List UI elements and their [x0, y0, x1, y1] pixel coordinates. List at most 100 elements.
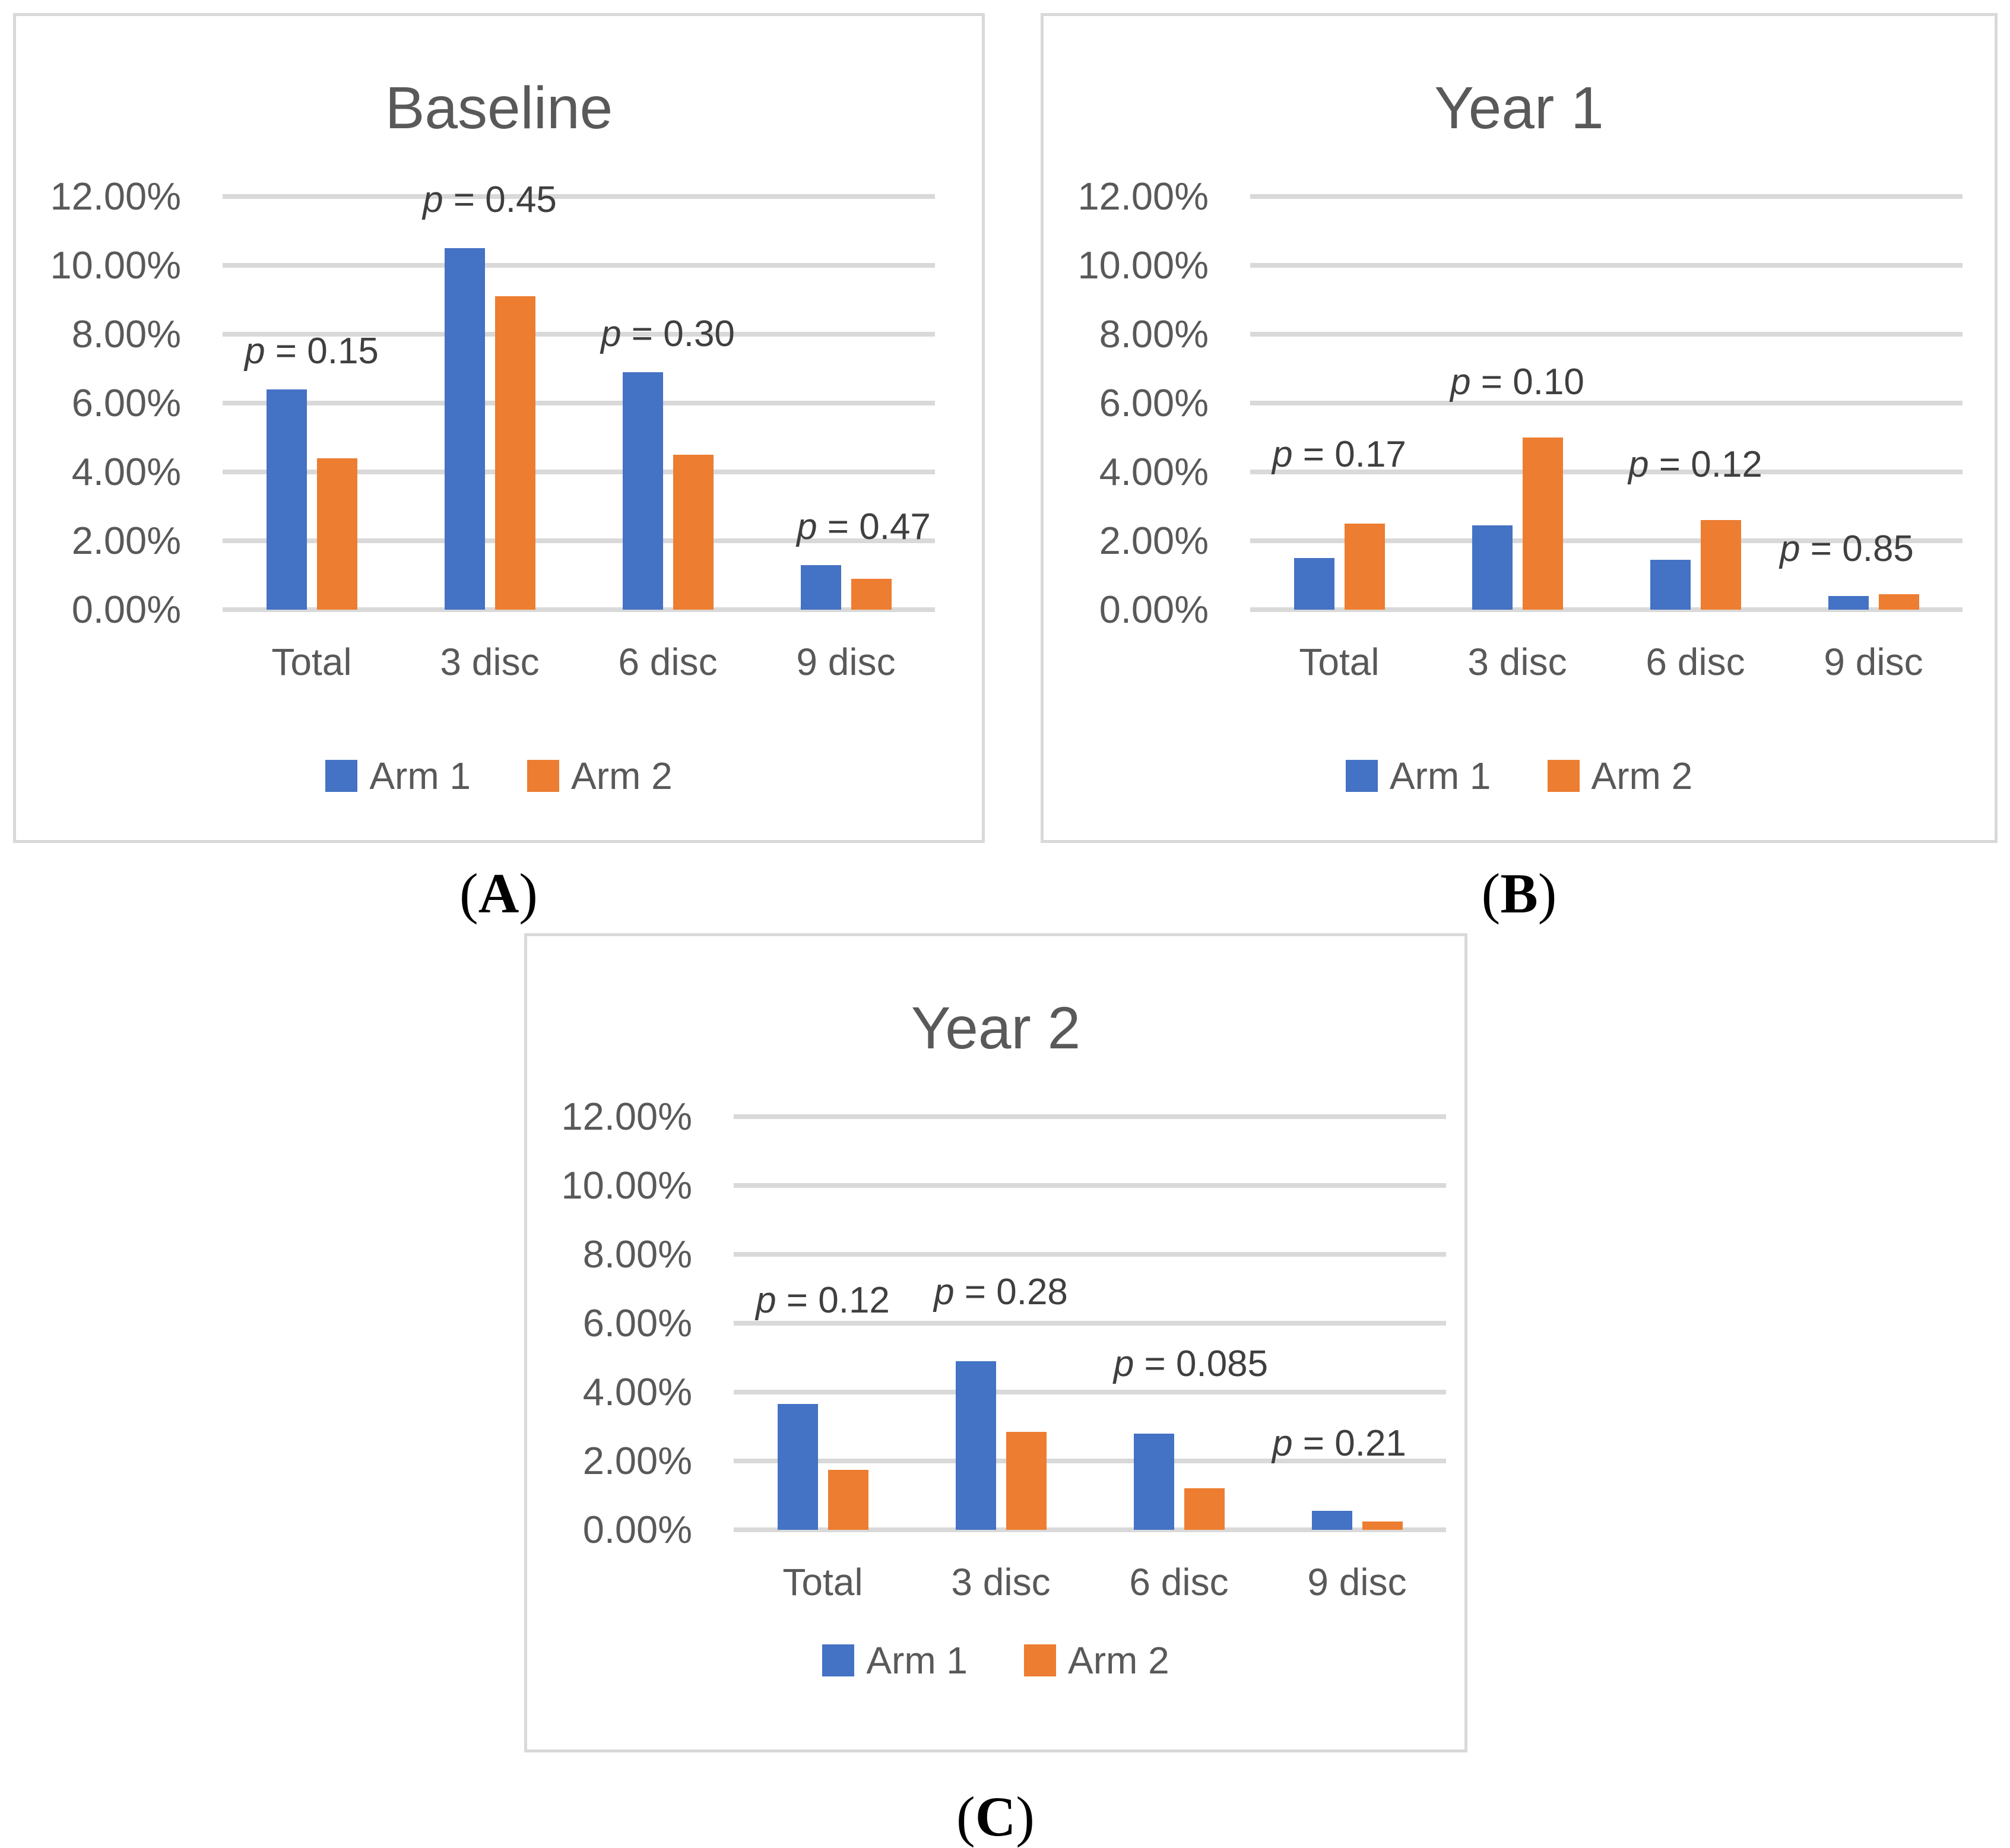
y-axis-tick-label: 8.00%: [71, 312, 181, 356]
legend-swatch-arm-1: [325, 760, 358, 792]
legend-label: Arm 1: [866, 1639, 968, 1682]
y-axis-tick-label: 6.00%: [71, 381, 181, 424]
y-axis-tick-label: 4.00%: [71, 450, 181, 493]
panel-label-b: (B): [1481, 862, 1557, 925]
plot-area: [734, 936, 1446, 1755]
bar-arm-1-9-disc: [1828, 595, 1869, 610]
plot-area: [223, 16, 935, 846]
bar-arm-1-6-disc: [1650, 559, 1691, 610]
x-axis-category-label: 9 disc: [796, 641, 896, 683]
x-axis-category-label: 3 disc: [440, 641, 540, 683]
gridline: [223, 401, 935, 405]
y-axis-tick-label: 10.00%: [1077, 243, 1209, 287]
gridline: [734, 1321, 1446, 1326]
x-axis-category-label: 6 disc: [1646, 641, 1745, 683]
bar-arm-2-9-disc: [1362, 1521, 1403, 1530]
y-axis-tick-label: 0.00%: [582, 1508, 692, 1551]
x-axis-category-label: 3 disc: [1467, 641, 1567, 683]
bar-arm-1-9-disc: [1311, 1511, 1352, 1530]
bar-arm-2-6-disc: [673, 455, 714, 610]
gridline: [1250, 263, 1963, 268]
legend-swatch-arm-1: [1345, 760, 1378, 792]
p-value-label: p = 0.12: [1628, 444, 1762, 486]
y-axis-tick-label: 12.00%: [50, 175, 181, 218]
bar-arm-1-6-disc: [622, 372, 663, 610]
y-axis-tick-label: 12.00%: [1077, 175, 1209, 218]
legend-item-arm-1: Arm 1: [1345, 755, 1491, 797]
legend-label: Arm 1: [1389, 755, 1491, 797]
y-axis-tick-label: 8.00%: [1099, 312, 1209, 356]
gridline: [734, 1459, 1446, 1463]
y-axis-tick-label: 6.00%: [582, 1301, 692, 1345]
y-axis-tick-label: 6.00%: [1099, 381, 1209, 424]
gridline: [1250, 332, 1963, 337]
legend: Arm 1 Arm 2: [1044, 755, 1995, 797]
x-axis-category-label: 9 disc: [1307, 1561, 1407, 1603]
bar-arm-2-6-disc: [1700, 520, 1741, 610]
chart-title: Baseline: [385, 75, 613, 141]
y-axis-tick-label: 0.00%: [71, 588, 181, 631]
legend-label: Arm 2: [1068, 1639, 1169, 1682]
y-axis-tick-label: 10.00%: [50, 243, 181, 287]
bar-arm-2-6-disc: [1184, 1488, 1225, 1530]
bar-arm-2-total: [828, 1469, 868, 1530]
gridline: [1250, 194, 1963, 199]
y-axis-tick-label: 4.00%: [582, 1370, 692, 1413]
gridline: [1250, 401, 1963, 405]
y-axis-tick-label: 2.00%: [582, 1439, 692, 1482]
p-value-label: p = 0.30: [601, 313, 735, 354]
panel-label-a: (A): [459, 862, 538, 925]
gridline: [734, 1252, 1446, 1257]
x-axis-category-label: 3 disc: [951, 1561, 1051, 1603]
legend-label: Arm 2: [571, 755, 673, 797]
y-axis-tick-label: 0.00%: [1099, 588, 1209, 631]
legend-swatch-arm-1: [822, 1644, 855, 1676]
gridline: [223, 194, 935, 199]
y-axis-tick-label: 2.00%: [71, 519, 181, 562]
bar-arm-2-3-disc: [1006, 1431, 1047, 1530]
p-value-label: p = 0.15: [245, 330, 379, 372]
p-value-label: p = 0.85: [1780, 528, 1914, 570]
chart-title: Year 2: [911, 995, 1081, 1061]
bar-arm-2-9-disc: [1878, 594, 1919, 610]
y-axis-tick-label: 8.00%: [582, 1232, 692, 1276]
chart-panel-year2: Year 2 0.00% 2.00% 4.00% 6.00% 8.00% 10.00% 12.…: [524, 933, 1467, 1752]
legend: Arm 1 Arm 2: [16, 755, 982, 797]
bar-arm-2-9-disc: [851, 578, 892, 610]
p-value-label: p = 0.17: [1272, 433, 1406, 475]
p-value-label: p = 0.12: [756, 1280, 890, 1321]
chart-title: Year 1: [1434, 75, 1604, 141]
gridline: [1250, 607, 1963, 612]
y-axis-tick-label: 4.00%: [1099, 450, 1209, 493]
bar-arm-2-3-disc: [494, 296, 535, 610]
bar-arm-2-total: [1344, 524, 1385, 610]
x-axis-category-label: Total: [782, 1561, 863, 1603]
legend-item-arm-2: Arm 2: [1547, 755, 1692, 797]
p-value-label: p = 0.28: [934, 1271, 1068, 1313]
bar-arm-1-total: [1293, 558, 1334, 610]
bar-arm-1-9-disc: [800, 565, 841, 610]
legend-item-arm-2: Arm 2: [527, 755, 673, 797]
y-axis-tick-label: 2.00%: [1099, 519, 1209, 562]
legend-label: Arm 1: [369, 755, 471, 797]
gridline: [1250, 538, 1963, 543]
bar-arm-1-total: [266, 389, 307, 610]
p-value-label: p = 0.45: [423, 179, 557, 220]
bar-arm-2-total: [316, 458, 357, 610]
legend-item-arm-2: Arm 2: [1024, 1640, 1169, 1681]
legend-swatch-arm-2: [1547, 760, 1580, 792]
gridline: [223, 263, 935, 268]
chart-panel-year1: Year 1 0.00% 2.00% 4.00% 6.00% 8.00% 10.00% 12.…: [1041, 13, 1998, 843]
gridline: [223, 607, 935, 612]
gridline: [223, 470, 935, 474]
bar-arm-2-3-disc: [1522, 438, 1563, 610]
x-axis-category-label: 9 disc: [1824, 641, 1923, 683]
bar-arm-1-total: [777, 1404, 818, 1530]
p-value-label: p = 0.47: [797, 506, 931, 547]
gridline: [734, 1527, 1446, 1532]
bar-arm-1-6-disc: [1133, 1433, 1174, 1530]
legend-swatch-arm-2: [1024, 1644, 1056, 1676]
x-axis-category-label: Total: [1299, 641, 1380, 683]
x-axis-category-label: 6 disc: [1129, 1561, 1229, 1603]
